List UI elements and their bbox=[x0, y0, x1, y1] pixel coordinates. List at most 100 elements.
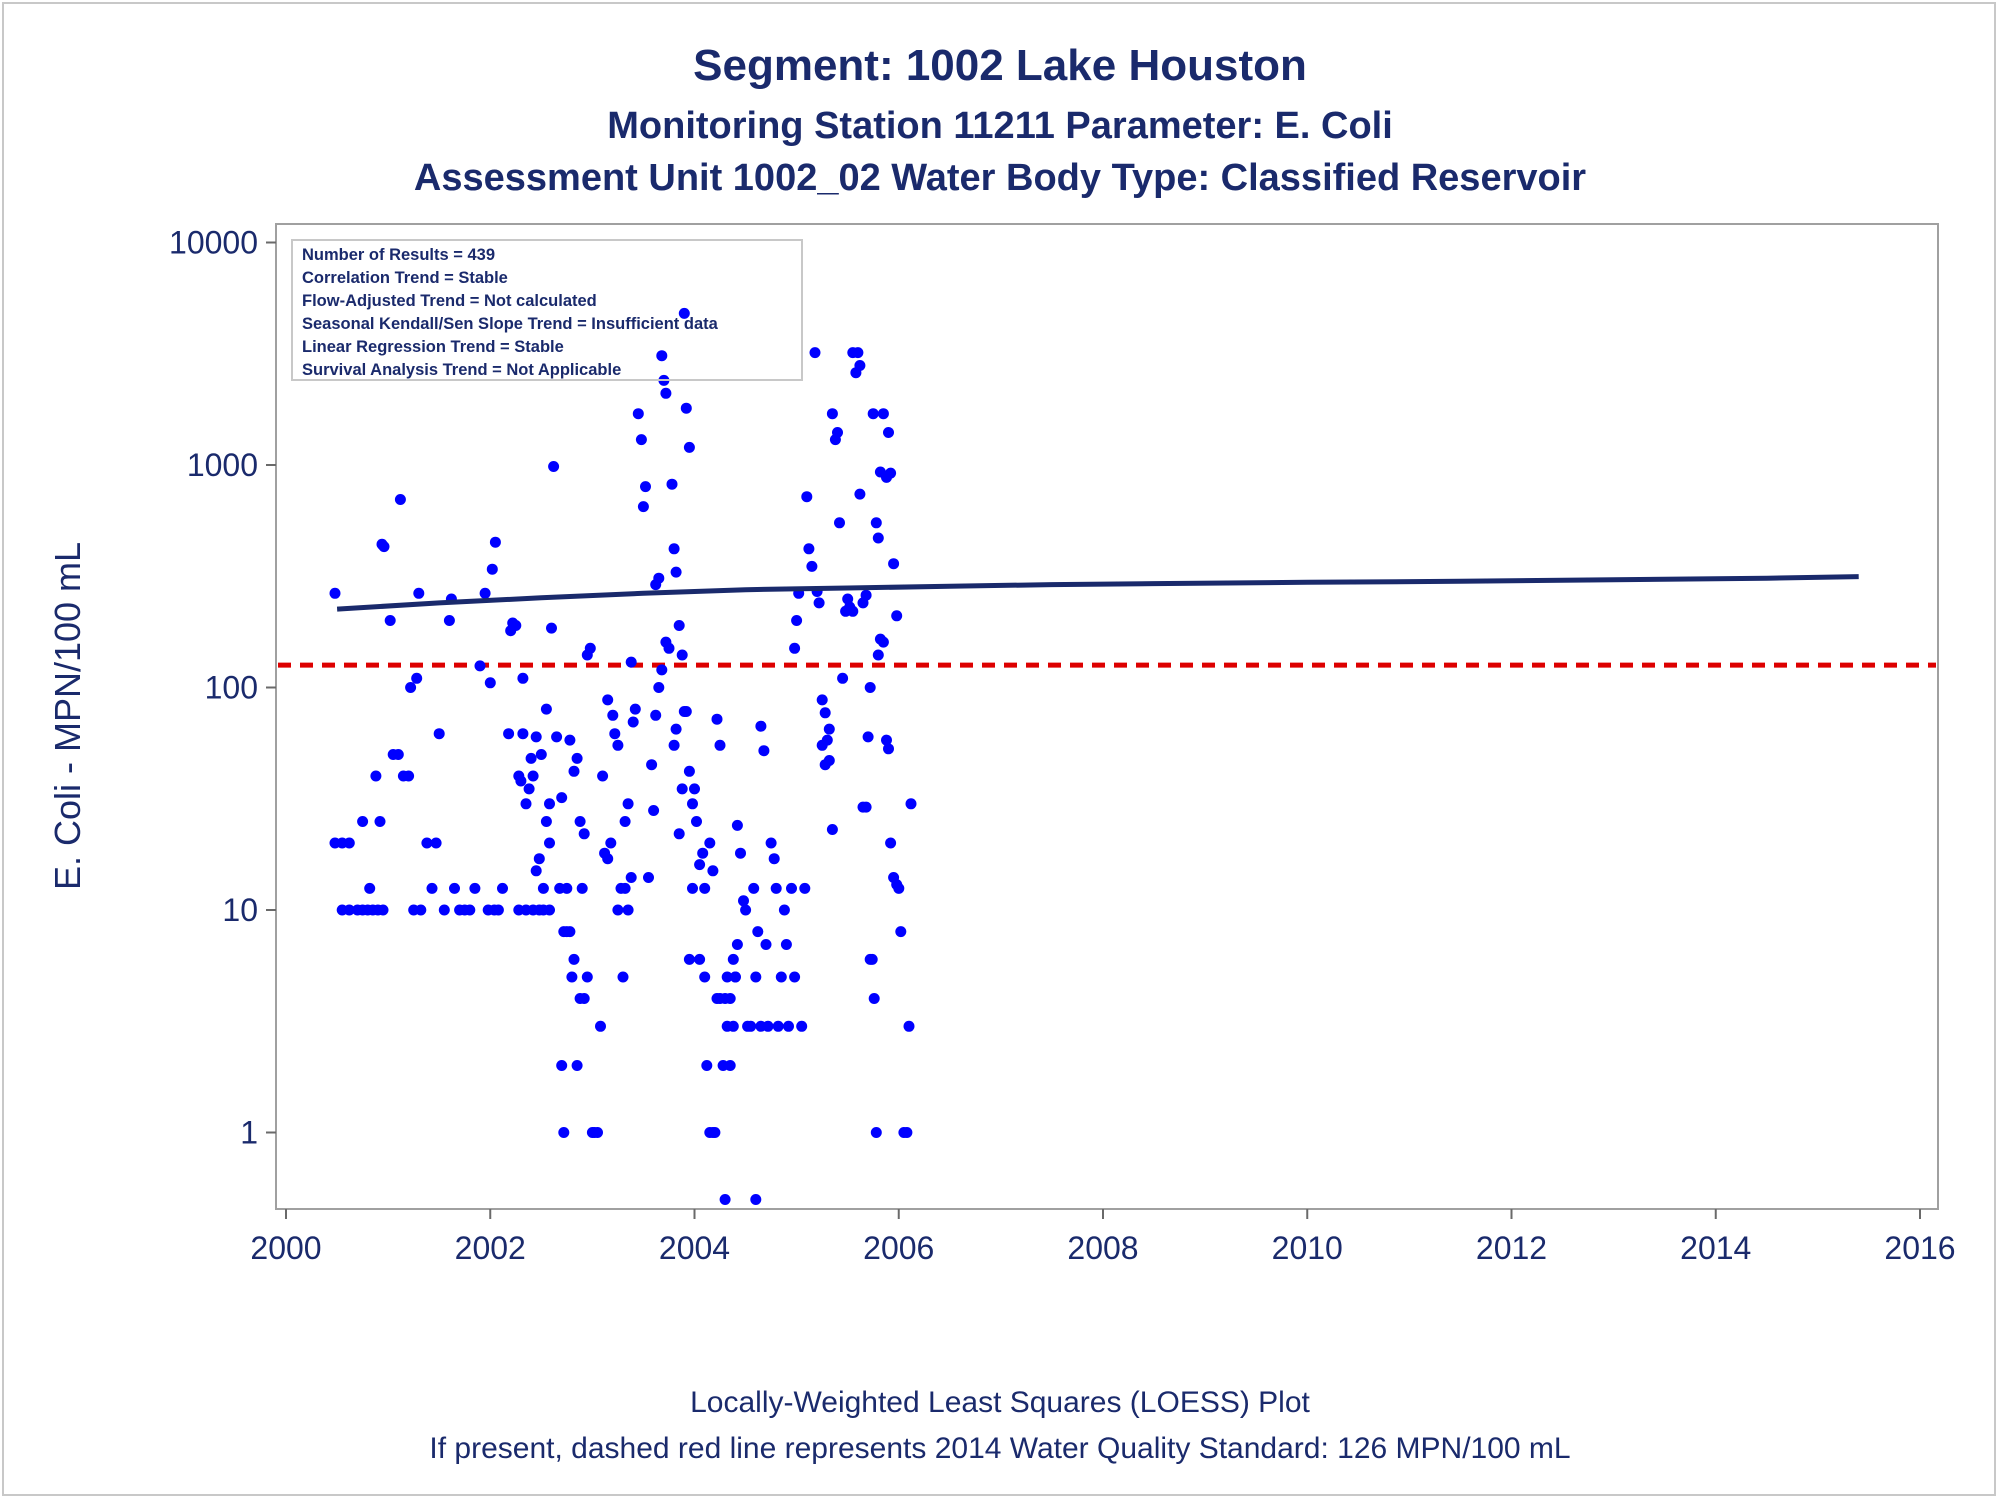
data-point bbox=[568, 953, 580, 965]
data-point bbox=[343, 837, 355, 849]
data-point bbox=[364, 882, 376, 894]
data-point bbox=[883, 743, 894, 755]
data-point bbox=[837, 672, 849, 684]
stats-seasonal-kendall-trend: Seasonal Kendall/Sen Slope Trend = Insuf… bbox=[302, 315, 719, 333]
data-point bbox=[707, 865, 719, 877]
data-point bbox=[433, 728, 445, 740]
stats-flow-adjusted-trend: Flow-Adjusted Trend = Not calculated bbox=[302, 292, 597, 310]
data-point bbox=[622, 798, 634, 810]
data-point bbox=[653, 572, 665, 584]
data-point bbox=[530, 865, 542, 877]
data-point bbox=[765, 837, 777, 849]
data-point bbox=[602, 694, 614, 706]
data-point bbox=[745, 1020, 757, 1032]
data-point bbox=[510, 620, 522, 631]
data-point bbox=[523, 783, 535, 795]
data-point bbox=[540, 816, 552, 827]
data-point bbox=[799, 882, 811, 894]
data-point bbox=[566, 971, 578, 983]
footnote-loess: Locally-Weighted Least Squares (LOESS) P… bbox=[690, 1386, 1310, 1419]
data-point bbox=[370, 770, 382, 782]
data-point bbox=[687, 882, 698, 894]
data-point bbox=[405, 682, 417, 693]
data-point bbox=[374, 816, 386, 827]
data-point bbox=[650, 709, 662, 721]
data-point bbox=[673, 828, 685, 840]
data-point bbox=[870, 1127, 882, 1138]
x-tick-label: 2006 bbox=[863, 1230, 934, 1266]
data-point bbox=[551, 731, 563, 743]
data-point bbox=[731, 819, 743, 831]
data-point bbox=[540, 703, 552, 715]
data-point bbox=[791, 615, 803, 626]
data-point bbox=[694, 953, 706, 965]
data-point bbox=[868, 993, 880, 1004]
data-point bbox=[872, 532, 884, 544]
data-point bbox=[558, 1127, 570, 1138]
data-point bbox=[564, 926, 576, 938]
data-point bbox=[617, 971, 629, 983]
data-point bbox=[503, 728, 515, 740]
data-point bbox=[893, 882, 905, 894]
y-tick-label: 10 bbox=[222, 892, 258, 928]
data-point bbox=[443, 615, 455, 626]
data-point bbox=[826, 824, 838, 835]
data-point bbox=[517, 672, 529, 684]
data-point bbox=[571, 752, 583, 764]
data-point bbox=[576, 882, 588, 894]
data-point bbox=[656, 350, 668, 362]
data-point bbox=[847, 347, 859, 359]
data-point bbox=[888, 558, 900, 570]
data-point bbox=[780, 939, 792, 950]
data-point bbox=[546, 622, 557, 634]
data-point bbox=[484, 677, 496, 689]
data-point bbox=[673, 620, 685, 631]
data-point bbox=[711, 713, 723, 725]
data-point bbox=[515, 775, 527, 787]
stats-box-border bbox=[291, 239, 803, 381]
data-point bbox=[629, 703, 641, 715]
data-point bbox=[809, 347, 821, 359]
x-tick-label: 2016 bbox=[1884, 1230, 1955, 1266]
data-point bbox=[866, 953, 878, 965]
y-axis-label: E. Coli - MPN/100 mL bbox=[47, 542, 88, 890]
data-point bbox=[752, 926, 764, 938]
data-point bbox=[867, 408, 879, 420]
data-point bbox=[786, 882, 797, 894]
data-point bbox=[854, 488, 866, 500]
data-point bbox=[727, 953, 739, 965]
y-tick-label: 100 bbox=[205, 670, 258, 706]
data-point bbox=[656, 664, 668, 676]
data-point bbox=[750, 971, 762, 983]
data-point bbox=[537, 882, 549, 894]
data-point bbox=[643, 872, 654, 883]
data-point bbox=[699, 882, 711, 894]
data-point bbox=[762, 1020, 774, 1032]
loess-line bbox=[336, 574, 1859, 612]
data-point bbox=[438, 904, 450, 916]
data-point bbox=[687, 798, 698, 810]
y-axis: 1 10 100 1000 10000 bbox=[169, 225, 276, 1151]
footnote-standard: If present, dashed red line represents 2… bbox=[429, 1432, 1570, 1465]
data-point bbox=[660, 387, 672, 399]
stats-box: Number of Results = 439 Correlation Tren… bbox=[291, 239, 803, 381]
x-tick-label: 2010 bbox=[1272, 1230, 1343, 1266]
data-point bbox=[826, 408, 838, 420]
data-point bbox=[343, 904, 355, 916]
data-point bbox=[676, 783, 688, 795]
data-point bbox=[724, 1060, 736, 1071]
data-point bbox=[666, 478, 678, 490]
chart-title: Segment: 1002 Lake Houston bbox=[693, 41, 1307, 90]
data-point bbox=[595, 1020, 606, 1032]
data-point bbox=[877, 636, 889, 648]
data-point bbox=[625, 872, 637, 883]
chart-subtitle-station: Monitoring Station 11211 Parameter: E. C… bbox=[607, 105, 1393, 147]
data-point bbox=[571, 1060, 583, 1071]
data-point bbox=[883, 427, 894, 438]
data-point bbox=[699, 971, 711, 983]
data-point bbox=[885, 467, 897, 479]
data-point bbox=[691, 816, 702, 827]
data-point bbox=[489, 536, 501, 548]
data-point bbox=[783, 1020, 794, 1032]
